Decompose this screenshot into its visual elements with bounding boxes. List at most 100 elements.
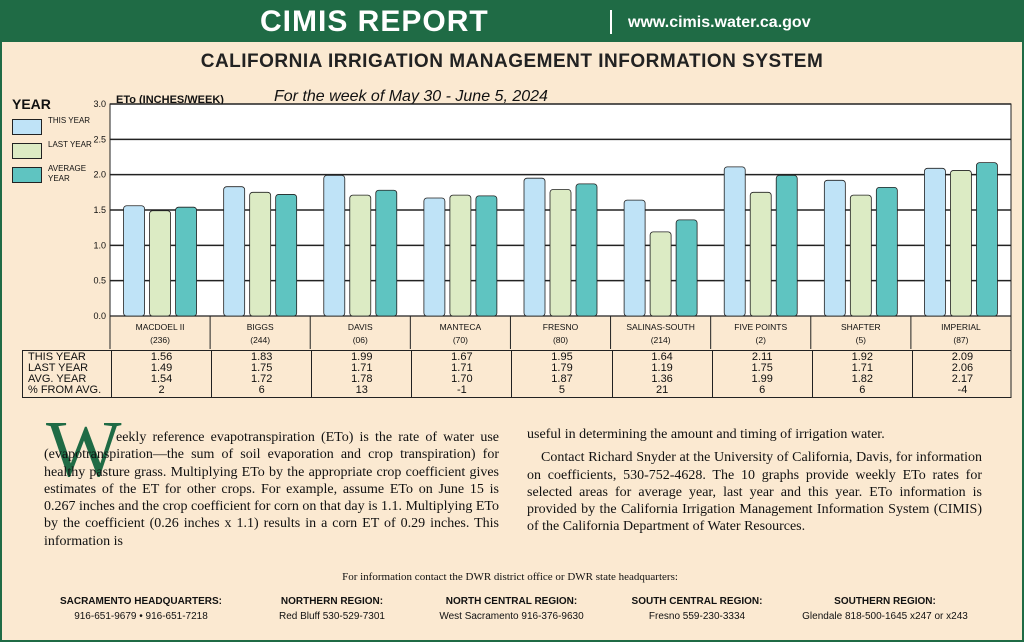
table-cell: 1.36 <box>651 373 673 385</box>
bar-this-year <box>723 166 746 317</box>
y-tick-label: 3.0 <box>93 99 106 109</box>
table-cell: 1.56 <box>150 351 173 363</box>
bar-this-year <box>323 174 346 317</box>
region-phone: Red Bluff 530-529-7301 <box>278 611 385 622</box>
x-tick-label: SHAFTER <box>841 322 881 332</box>
bar-avg-year <box>175 206 197 317</box>
website-link[interactable]: www.cimis.water.ca.gov <box>628 14 811 31</box>
station-code-label: (87) <box>953 335 968 345</box>
region-name: SOUTHERN REGION: <box>834 596 936 607</box>
region-phone: 916-651-9679 • 916-651-7218 <box>74 611 208 622</box>
table-column: 1.83 1.75 1.72 6 <box>211 351 311 398</box>
region-south-central: SOUTH CENTRAL REGION: Fresno 559-230-333… <box>622 596 772 622</box>
x-tick-label: IMPERIAL <box>941 322 981 332</box>
contact-line: For information contact the DWR district… <box>342 571 678 583</box>
region-southern: SOUTHERN REGION: Glendale 818-500-1645 x… <box>786 596 984 622</box>
x-tick-label: DAVIS <box>348 322 373 332</box>
dropcap-letter: W <box>46 406 122 494</box>
table-cell: 1.49 <box>150 362 173 374</box>
table-column: 1.56 1.49 1.54 2 <box>111 351 211 398</box>
legend-item-average-year: AVERAGE YEAR <box>12 164 102 188</box>
bar-avg-year <box>775 174 798 317</box>
table-cell: 2.11 <box>751 351 773 363</box>
region-phone: Fresno 559-230-3334 <box>648 611 746 622</box>
table-cell: 1.67 <box>451 351 473 363</box>
x-tick-label: FIVE POINTS <box>734 322 787 332</box>
table-cell: 1.92 <box>851 351 874 363</box>
article-text-2b: Contact Richard Snyder at the University… <box>527 450 982 535</box>
legend-swatch <box>12 167 42 183</box>
bar-avg-year <box>475 195 498 317</box>
region-name: NORTHERN REGION: <box>280 596 384 607</box>
table-column: 1.92 1.71 1.82 6 <box>811 351 912 398</box>
legend-label: AVERAGE YEAR <box>48 164 87 183</box>
bar-last-year <box>249 191 272 317</box>
y-tick-label: 1.0 <box>93 240 106 250</box>
table-cell: 2.09 <box>951 351 974 363</box>
article-text-2a: useful in determining the amount and tim… <box>527 427 885 442</box>
legend-item-this-year: THIS YEAR <box>12 116 102 140</box>
region-name: NORTH CENTRAL REGION: <box>445 596 578 607</box>
table-cell: 1.71 <box>351 362 373 374</box>
table-cell: 1.70 <box>451 373 473 385</box>
table-cell: 1.75 <box>250 362 273 374</box>
bar-this-year <box>623 199 646 317</box>
row-label-avg-year: AVG. YEAR <box>28 373 87 385</box>
table-cell: 6 <box>859 384 866 396</box>
table-cell: 13 <box>355 384 368 396</box>
bar-this-year <box>523 177 546 317</box>
bar-last-year <box>849 194 872 317</box>
table-cell: 1.99 <box>751 373 773 385</box>
table-cell: 5 <box>558 384 566 396</box>
region-phone: Glendale 818-500-1645 x247 or x243 <box>802 611 968 622</box>
legend-label: LAST YEAR <box>48 140 92 149</box>
table-cell: 6 <box>759 384 766 396</box>
y-tick-label: 2.5 <box>93 134 106 144</box>
x-tick-label: BIGGS <box>247 322 274 332</box>
bar-avg-year <box>375 189 398 317</box>
x-tick-label: MACDOEL II <box>136 322 185 332</box>
y-tick-label: 2.0 <box>93 170 106 180</box>
region-phone: West Sacramento 916-376-9630 <box>439 611 584 622</box>
bar-last-year <box>950 170 972 317</box>
legend-swatch <box>12 143 42 159</box>
bar-avg-year <box>875 186 898 317</box>
y-axis-label: ETo (INCHES/WEEK) <box>116 94 224 106</box>
table-cell: -4 <box>957 384 968 396</box>
table-cell: 1.83 <box>250 351 273 363</box>
row-label-this-year: THIS YEAR <box>28 351 86 363</box>
station-code-label: (06) <box>353 335 368 345</box>
report-title: CIMIS REPORT <box>260 5 489 38</box>
table-cell: 2.06 <box>951 362 974 374</box>
table-column: 2.09 2.06 2.17 -4 <box>911 351 1012 398</box>
station-code-label: (236) <box>150 335 170 345</box>
table-cell: 1.95 <box>551 351 573 363</box>
x-tick-label: FRESNO <box>543 322 579 332</box>
station-code-label: (214) <box>651 335 671 345</box>
table-column: 2.11 1.75 1.99 6 <box>711 351 812 398</box>
bar-this-year <box>223 186 246 317</box>
station-code-label: (70) <box>453 335 468 345</box>
table-cell: 1.79 <box>551 362 573 374</box>
header-divider <box>610 10 612 34</box>
table-cell: 1.75 <box>751 362 773 374</box>
table-column: 1.95 1.79 1.87 5 <box>511 351 611 398</box>
bar-avg-year <box>675 219 698 317</box>
y-tick-label: 1.5 <box>93 205 106 215</box>
table-row-labels: THIS YEAR LAST YEAR AVG. YEAR % FROM AVG… <box>28 352 101 396</box>
bar-last-year <box>549 189 572 317</box>
table-column: 1.99 1.71 1.78 13 <box>311 351 411 398</box>
header-banner: CIMIS REPORT www.cimis.water.ca.gov <box>2 2 1022 42</box>
table-cell: -1 <box>456 384 467 396</box>
table-cell: 1.54 <box>150 373 173 385</box>
station-code-label: (80) <box>553 335 568 345</box>
table-cell: 1.64 <box>651 351 673 363</box>
station-code-label: (2) <box>756 335 767 345</box>
table-cell: 21 <box>655 384 669 396</box>
row-label-last-year: LAST YEAR <box>28 362 89 374</box>
bar-this-year <box>924 167 946 317</box>
table-column: 1.64 1.19 1.36 21 <box>611 351 712 398</box>
legend-swatch <box>12 119 42 135</box>
article-text-1: eekly reference evapotranspiration (ETo)… <box>44 430 499 549</box>
x-tick-label: MANTECA <box>440 322 482 332</box>
